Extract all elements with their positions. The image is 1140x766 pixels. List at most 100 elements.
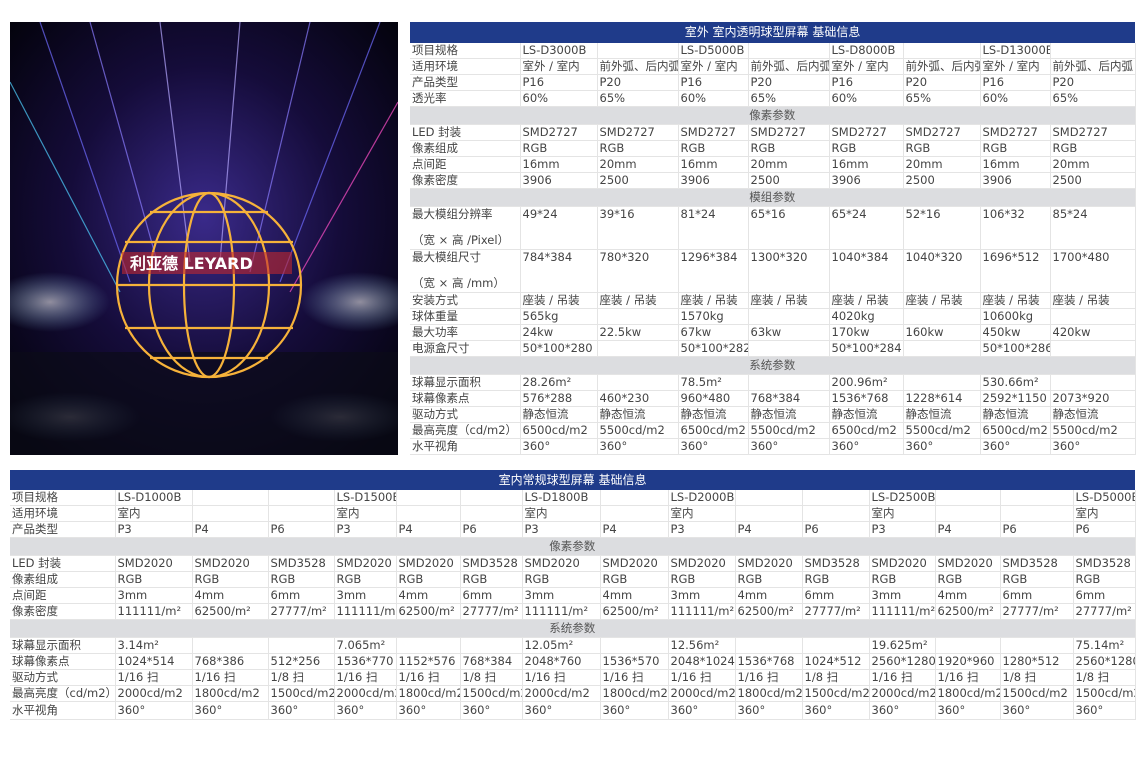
- table-cell: RGB: [460, 571, 523, 588]
- row-label: 球幕显示面积: [410, 374, 521, 391]
- table-cell: [597, 308, 679, 325]
- row-label: 最大模组分辨率 （宽 × 高 /Pixel）: [410, 206, 521, 250]
- table-row: 电源盒尺寸 50*100*280 50*100*282 50*100*284 50*10…: [410, 340, 1136, 357]
- row-label-text: 最高亮度（cd/m2）: [12, 686, 115, 700]
- table-cell: 20mm: [597, 156, 679, 173]
- table-cell: 2500: [1050, 172, 1136, 189]
- table-cell: P16: [520, 74, 598, 91]
- table-cell: 静态恒流: [520, 406, 598, 423]
- table-cell: 111111/m²: [334, 603, 397, 620]
- table-cell: P3: [668, 521, 736, 538]
- table-cell: P6: [268, 521, 335, 538]
- table-row: 最大模组尺寸 （宽 × 高 /mm） 784*384 780*320 1296*384 1…: [410, 249, 1136, 293]
- table-cell: [268, 490, 335, 506]
- table-cell: SMD3528: [802, 555, 870, 572]
- table-cell: 6mm: [802, 587, 870, 604]
- table-cell: 27777/m²: [268, 603, 335, 620]
- table-row: 球幕显示面积 28.26m² 78.5m² 200.96m² 530.66m²: [410, 374, 1136, 391]
- table-cell: RGB: [1050, 140, 1136, 157]
- row-label: 项目规格: [10, 490, 116, 506]
- row-label-text: 球幕像素点: [412, 391, 470, 405]
- table-cell: LS-D5000B: [1073, 490, 1136, 506]
- section-title: 模组参数: [410, 188, 1136, 207]
- table-cell: 3906: [980, 172, 1051, 189]
- table-cell: 360°: [980, 438, 1051, 455]
- row-label-text: LED 封装: [412, 125, 462, 139]
- table-cell: 1/16 扫: [115, 669, 193, 686]
- table-cell: 1280*512: [1000, 653, 1074, 670]
- table-cell: [802, 637, 870, 654]
- table-cell: LS-D3000B: [520, 43, 598, 59]
- table-cell: 2000cd/m2: [668, 685, 736, 702]
- table-cell: 360°: [1073, 701, 1136, 720]
- table-cell: 2592*1150: [980, 390, 1051, 407]
- table-cell: SMD3528: [1073, 555, 1136, 572]
- table-cell: 1152*576: [396, 653, 461, 670]
- table-cell: 65%: [748, 90, 830, 107]
- table-cell: [935, 505, 1001, 522]
- table-cell: 1/16 扫: [935, 669, 1001, 686]
- table-cell: 座装 / 吊装: [903, 292, 981, 309]
- table-cell: 2560*1280: [869, 653, 936, 670]
- table-row: 水平视角 360° 360° 360° 360° 360° 360° 360° 360°: [410, 438, 1136, 455]
- table-cell: 前外弧、后内弧: [1050, 58, 1136, 75]
- row-label-text: 透光率: [412, 91, 447, 105]
- table-cell: P16: [829, 74, 904, 91]
- table-cell: 27777/m²: [460, 603, 523, 620]
- table-cell: 1/8 扫: [802, 669, 870, 686]
- table-cell: 3906: [520, 172, 598, 189]
- table-cell: [1050, 340, 1136, 357]
- table-cell: 52*16: [903, 206, 981, 250]
- row-label: 驱动方式: [10, 669, 116, 686]
- table-cell: LS-D1800B: [522, 490, 601, 506]
- table-cell: 1500cd/m2: [802, 685, 870, 702]
- table-cell: 6mm: [268, 587, 335, 604]
- table-cell: RGB: [600, 571, 669, 588]
- table-cell: 2000cd/m2: [522, 685, 601, 702]
- row-label-text: 球幕像素点: [12, 654, 70, 668]
- table-cell: P6: [460, 521, 523, 538]
- row-label-text: 项目规格: [12, 490, 58, 504]
- table-row: LED 封装 SMD2727 SMD2727 SMD2727 SMD2727 SMD272…: [410, 124, 1136, 141]
- table-cell: 360°: [1000, 701, 1074, 720]
- table-cell: 16mm: [678, 156, 749, 173]
- table-cell: 3mm: [115, 587, 193, 604]
- table-cell: RGB: [869, 571, 936, 588]
- table-cell: 静态恒流: [829, 406, 904, 423]
- table-cell: 室外 / 室内: [980, 58, 1051, 75]
- table-cell: SMD2020: [522, 555, 601, 572]
- row-label: LED 封装: [10, 555, 116, 572]
- row-label: 透光率: [410, 90, 521, 107]
- table-cell: P6: [1073, 521, 1136, 538]
- section-header-row: 系统参数: [410, 356, 1136, 375]
- table-cell: 50*100*286: [980, 340, 1051, 357]
- table-cell: 1/16 扫: [869, 669, 936, 686]
- table-cell: 前外弧、后内弧: [903, 58, 981, 75]
- table-cell: 室内: [334, 505, 397, 522]
- table-cell: [460, 637, 523, 654]
- table-cell: 16mm: [829, 156, 904, 173]
- table-cell: SMD2020: [192, 555, 269, 572]
- table-cell: 2500: [597, 172, 679, 189]
- row-label: 电源盒尺寸: [410, 340, 521, 357]
- table-cell: SMD2020: [600, 555, 669, 572]
- table-cell: 12.56m²: [668, 637, 736, 654]
- table-cell: RGB: [935, 571, 1001, 588]
- table-row: 球体重量 565kg 1570kg 4020kg 10600kg: [410, 308, 1136, 325]
- table-cell: 静态恒流: [1050, 406, 1136, 423]
- table-cell: 6mm: [1073, 587, 1136, 604]
- row-label-text: 适用环境: [12, 506, 58, 520]
- table-cell: RGB: [802, 571, 870, 588]
- table-cell: 1800cd/m2: [192, 685, 269, 702]
- table-cell: 2048*760: [522, 653, 601, 670]
- row-label: 最大功率: [410, 324, 521, 341]
- table-cell: 27777/m²: [1000, 603, 1074, 620]
- table-cell: [268, 505, 335, 522]
- row-label-text: 产品类型: [412, 75, 458, 89]
- table-cell: 460*230: [597, 390, 679, 407]
- table-cell: 室内: [115, 505, 193, 522]
- table-cell: 60%: [980, 90, 1051, 107]
- table-cell: RGB: [980, 140, 1051, 157]
- row-label-text: 最大功率: [412, 325, 458, 339]
- table-cell: [396, 637, 461, 654]
